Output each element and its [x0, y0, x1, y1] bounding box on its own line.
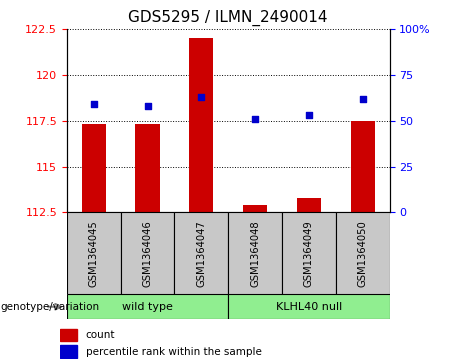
- Bar: [297, 198, 321, 212]
- Text: GSM1364049: GSM1364049: [304, 220, 314, 286]
- Text: percentile rank within the sample: percentile rank within the sample: [86, 347, 262, 356]
- Text: KLHL40 null: KLHL40 null: [276, 302, 342, 312]
- Bar: [228, 212, 282, 294]
- Bar: [174, 212, 228, 294]
- Point: [90, 101, 97, 107]
- Point: [251, 116, 259, 122]
- Bar: [67, 294, 228, 319]
- Bar: [67, 212, 121, 294]
- Title: GDS5295 / ILMN_2490014: GDS5295 / ILMN_2490014: [129, 10, 328, 26]
- Text: genotype/variation: genotype/variation: [0, 302, 99, 312]
- Bar: [243, 205, 267, 212]
- Bar: [136, 125, 160, 212]
- Bar: [189, 38, 213, 212]
- Text: GSM1364048: GSM1364048: [250, 220, 260, 286]
- Point: [305, 112, 313, 118]
- Bar: [336, 212, 390, 294]
- Bar: [60, 345, 77, 358]
- Text: wild type: wild type: [122, 302, 173, 312]
- Bar: [350, 121, 375, 212]
- Bar: [282, 212, 336, 294]
- Bar: [82, 125, 106, 212]
- Text: count: count: [86, 330, 115, 340]
- Bar: [121, 212, 174, 294]
- Point: [198, 94, 205, 100]
- Text: GSM1364047: GSM1364047: [196, 220, 207, 286]
- Bar: [228, 294, 390, 319]
- Text: GSM1364050: GSM1364050: [358, 220, 368, 286]
- Bar: [60, 329, 77, 341]
- Text: GSM1364046: GSM1364046: [142, 220, 153, 286]
- Text: GSM1364045: GSM1364045: [89, 220, 99, 286]
- Point: [144, 103, 151, 109]
- Point: [359, 96, 366, 102]
